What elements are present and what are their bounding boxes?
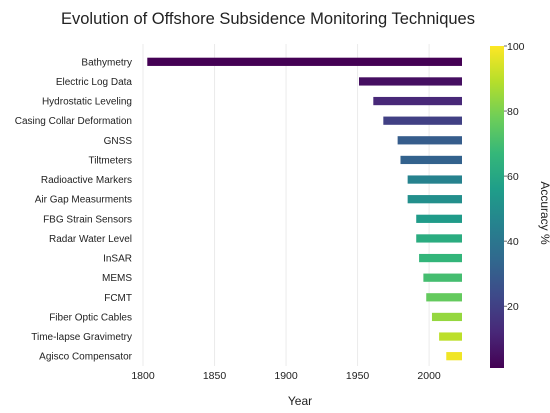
bar — [446, 352, 462, 361]
category-label: Electric Log Data — [56, 77, 133, 88]
bar — [147, 57, 462, 66]
x-tick-labels: 1800 1850 1900 1950 2000 — [131, 370, 441, 382]
colorbar-tick-label: 60 — [507, 171, 519, 183]
category-label: FBG Strain Sensors — [43, 214, 132, 225]
category-label: Radar Water Level — [49, 234, 132, 245]
category-label: Bathymetry — [81, 57, 132, 68]
x-axis-title: Year — [288, 394, 312, 408]
bar — [419, 253, 462, 263]
category-labels: Bathymetry Electric Log Data Hydrostatic L… — [15, 57, 133, 362]
bar — [407, 195, 462, 204]
category-label: FCMT — [104, 293, 132, 304]
category-label: Agisco Compensator — [39, 352, 132, 363]
bar — [416, 214, 462, 223]
category-label: Hydrostatic Leveling — [42, 97, 132, 108]
grid — [142, 44, 430, 366]
chart-title: Evolution of Offshore Subsidence Monitor… — [61, 10, 475, 28]
colorbar-tick-label: 80 — [507, 106, 519, 118]
bar — [431, 312, 462, 322]
x-tick-label-2000: 2000 — [417, 370, 441, 382]
bar — [373, 96, 462, 106]
colorbar: 20 40 60 80 100 Accuracy % — [490, 41, 550, 368]
bar — [416, 234, 462, 243]
category-label: Radioactive Markers — [41, 175, 132, 186]
bar — [400, 155, 462, 165]
bar — [383, 116, 462, 125]
category-label: Time-lapse Gravimetry — [31, 332, 132, 343]
x-tick-label-1800: 1800 — [131, 370, 155, 382]
x-tick-label-1950: 1950 — [346, 370, 370, 382]
bar — [423, 273, 462, 282]
colorbar-tick-label: 20 — [507, 301, 519, 313]
bar — [407, 175, 462, 184]
x-tick-label-1850: 1850 — [203, 370, 227, 382]
colorbar-gradient — [490, 46, 504, 368]
bar — [397, 136, 462, 145]
category-label: Air Gap Measurments — [35, 195, 132, 206]
colorbar-ticks: 20 40 60 80 100 — [504, 41, 525, 313]
colorbar-title: Accuracy % — [538, 181, 550, 245]
colorbar-tick-label: 40 — [507, 236, 519, 248]
x-tick-label-1900: 1900 — [274, 370, 298, 382]
bar — [439, 332, 462, 341]
bar — [359, 77, 462, 86]
category-label: Tiltmeters — [88, 155, 132, 166]
bars — [147, 57, 462, 361]
category-label: Fiber Optic Cables — [49, 312, 132, 323]
colorbar-tick-label: 100 — [507, 41, 525, 53]
category-label: InSAR — [103, 254, 132, 265]
category-label: Casing Collar Deformation — [15, 116, 132, 127]
category-label: GNSS — [104, 136, 133, 147]
category-label: MEMS — [102, 273, 132, 284]
bar — [426, 293, 462, 302]
